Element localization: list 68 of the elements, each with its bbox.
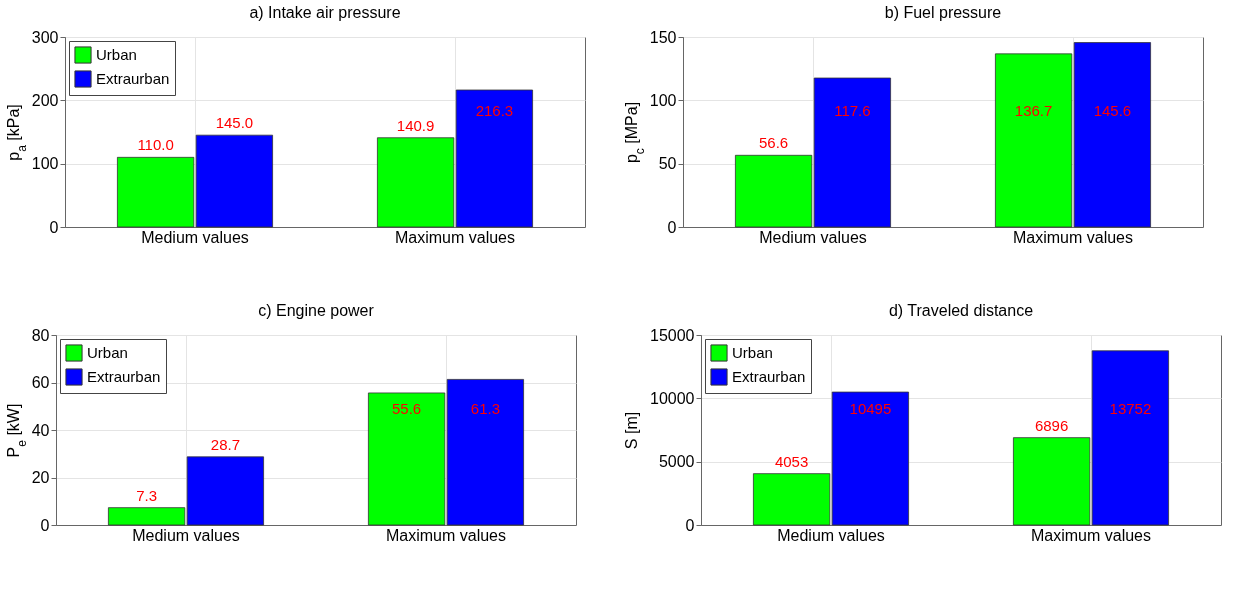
- y-tick-label: 80: [31, 326, 50, 344]
- bar: [186, 456, 265, 526]
- x-tick-label: Medium values: [141, 228, 249, 246]
- data-label: 145.6: [1093, 101, 1132, 119]
- bar: [446, 379, 525, 526]
- y-axis-title: S [m]: [623, 411, 641, 450]
- y-tick-label: 60: [31, 374, 50, 391]
- bar: [455, 89, 534, 228]
- legend-label: Extraurban: [732, 368, 806, 385]
- data-label: 6896: [1034, 416, 1069, 434]
- y-tick-label: 0: [49, 218, 59, 236]
- y-tick-label: 300: [31, 28, 59, 46]
- bar: [376, 137, 455, 228]
- x-tick-label: Maximum values: [394, 228, 516, 246]
- bar: [1073, 42, 1152, 228]
- x-tick-label: Medium values: [759, 228, 867, 246]
- data-label: 13752: [1109, 399, 1152, 417]
- y-tick-label: 20: [31, 469, 50, 486]
- data-label: 10495: [849, 399, 892, 417]
- chart-title: a) Intake air pressure: [249, 4, 401, 21]
- bar: [107, 507, 186, 526]
- y-tick-label: 0: [40, 516, 50, 534]
- x-tick-label: Maximum values: [1012, 228, 1134, 246]
- data-label: 7.3: [136, 486, 158, 504]
- data-label: 55.6: [392, 399, 422, 417]
- chart-title: c) Engine power: [258, 302, 375, 319]
- chart-title: d) Traveled distance: [888, 302, 1034, 319]
- y-tick-label: 5000: [658, 453, 695, 471]
- y-tick-label: 50: [658, 155, 677, 173]
- x-tick-label: Maximum values: [1030, 526, 1152, 544]
- x-tick-label: Medium values: [777, 526, 885, 544]
- y-tick-label: 15000: [650, 326, 695, 344]
- bar: [367, 392, 446, 526]
- bar: [1091, 350, 1170, 526]
- legend-label: Extraurban: [87, 368, 161, 385]
- y-tick-label: 40: [31, 421, 50, 439]
- data-label: 117.6: [834, 101, 871, 119]
- bar: [813, 77, 892, 228]
- data-label: 145.0: [215, 114, 254, 132]
- y-tick-label: 100: [649, 91, 677, 109]
- data-label: 4053: [774, 452, 809, 470]
- bar: [734, 154, 813, 228]
- data-label: 61.3: [470, 399, 500, 417]
- y-tick-label: 100: [31, 155, 59, 173]
- y-tick-label: 10000: [650, 389, 695, 407]
- bar: [116, 156, 195, 228]
- y-tick-label: 0: [685, 516, 695, 534]
- y-tick-label: 200: [31, 91, 59, 109]
- data-label: 56.6: [759, 134, 789, 152]
- chart-title: b) Fuel pressure: [884, 4, 1002, 21]
- y-tick-label: 0: [667, 218, 677, 236]
- bar: [994, 53, 1073, 228]
- data-label: 140.9: [396, 116, 435, 134]
- bar: [831, 391, 910, 526]
- x-tick-label: Maximum values: [385, 526, 507, 544]
- bar: [195, 134, 274, 228]
- legend-label: Extraurban: [96, 70, 170, 87]
- data-label: 136.7: [1014, 101, 1053, 119]
- legend-label: Urban: [87, 344, 128, 361]
- bar: [1012, 437, 1091, 526]
- data-label: 28.7: [210, 435, 240, 453]
- data-label: 110.0: [137, 136, 174, 154]
- legend-label: Urban: [96, 46, 137, 63]
- bar: [752, 473, 831, 526]
- y-tick-label: 150: [649, 28, 677, 46]
- data-label: 216.3: [475, 101, 514, 119]
- legend-label: Urban: [732, 344, 773, 361]
- x-tick-label: Medium values: [132, 526, 240, 544]
